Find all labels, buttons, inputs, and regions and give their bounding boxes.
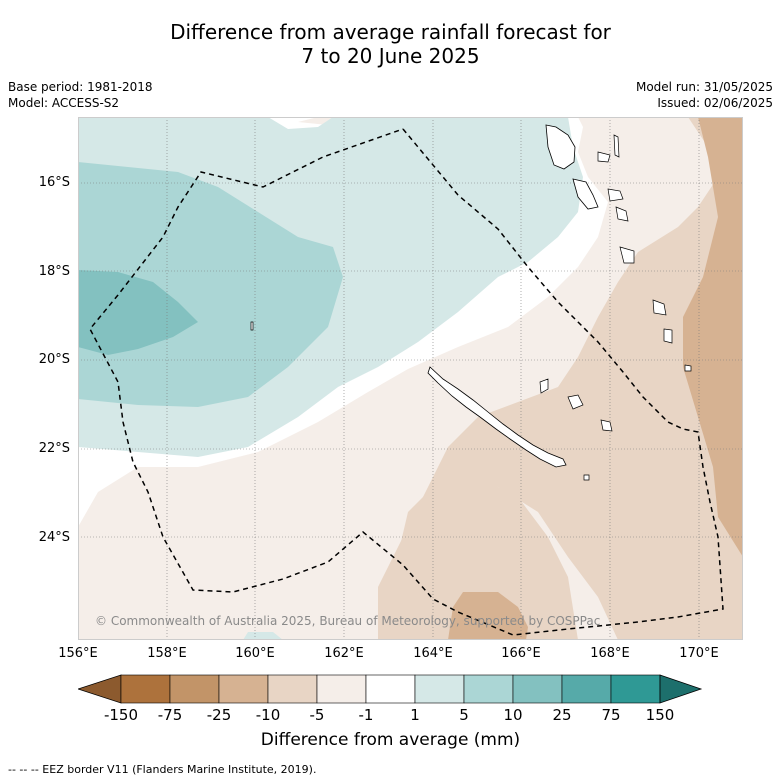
model-name: Model: ACCESS-S2: [8, 96, 120, 110]
colorbar-swatch: [610, 674, 661, 704]
island-coastline: [607, 188, 624, 202]
lon-label-162e: 162°E: [324, 646, 364, 661]
colorbar-tick: 1: [410, 706, 420, 724]
island-coastline: [652, 299, 667, 316]
island-coastline: [600, 419, 613, 432]
map-canvas: [78, 117, 743, 640]
lon-label-170e: 170°E: [679, 646, 719, 661]
new-caledonia-coastline: [427, 366, 567, 468]
anomaly-zone-minus-10: [378, 117, 743, 640]
lat-label-22s: 22°S: [38, 441, 70, 456]
colorbar-extension-low: [78, 674, 122, 704]
base-period: Base period: 1981-2018: [8, 80, 153, 94]
metadata-left: Base period: 1981-2018 Model: ACCESS-S2: [8, 79, 153, 111]
lon-label-166e: 166°E: [501, 646, 541, 661]
lon-label-164e: 164°E: [413, 646, 453, 661]
copyright-notice: © Commonwealth of Australia 2025, Bureau…: [95, 614, 601, 628]
island-coastline: [684, 364, 692, 372]
colorbar-tick: 75: [601, 706, 621, 724]
lon-label-160e: 160°E: [235, 646, 275, 661]
island-coastline: [619, 246, 635, 264]
anomaly-zone-minus-25-east: [673, 117, 743, 557]
title-line-2: 7 to 20 June 2025: [301, 44, 480, 68]
lon-label-156e: 156°E: [58, 646, 98, 661]
colorbar-tick: 5: [459, 706, 469, 724]
colorbar-swatch: [365, 674, 416, 704]
anomaly-zone-plus-1-south: [243, 632, 283, 640]
lon-label-158e: 158°E: [147, 646, 187, 661]
anomaly-zone-minus-25-south: [448, 592, 528, 640]
rainfall-map: [78, 117, 743, 640]
colorbar-swatch: [512, 674, 563, 704]
island-coastline: [597, 151, 611, 163]
colorbar-swatch: [169, 674, 220, 704]
island-coastline: [567, 394, 584, 410]
colorbar-tick: 25: [552, 706, 572, 724]
eez-border: [89, 128, 724, 636]
lat-label-24s: 24°S: [38, 530, 70, 545]
colorbar: [78, 674, 703, 704]
colorbar-tick: -25: [206, 706, 232, 724]
colorbar-tick: 150: [645, 706, 675, 724]
colorbar-tick: -150: [103, 706, 139, 724]
model-run: Model run: 31/05/2025: [635, 80, 773, 94]
colorbar-tick: 10: [503, 706, 523, 724]
colorbar-swatch: [316, 674, 367, 704]
island-coastline: [572, 178, 599, 210]
island-coastline: [613, 134, 620, 158]
colorbar-swatch: [561, 674, 612, 704]
colorbar-tick: -5: [309, 706, 325, 724]
lat-label-18s: 18°S: [38, 264, 70, 279]
map-frame: [78, 117, 743, 640]
title-line-1: Difference from average rainfall forecas…: [170, 20, 611, 44]
colorbar-title: Difference from average (mm): [260, 730, 521, 750]
issued-date: Issued: 02/06/2025: [657, 96, 773, 110]
colorbar-swatch: [218, 674, 269, 704]
lon-label-168e: 168°E: [590, 646, 630, 661]
island-coastline: [583, 474, 590, 481]
gridlines: [78, 117, 743, 640]
island-coastline: [663, 328, 673, 344]
metadata-right: Model run: 31/05/2025 Issued: 02/06/2025: [636, 79, 773, 111]
colorbar-tick: -10: [255, 706, 281, 724]
lat-label-20s: 20°S: [38, 352, 70, 367]
colorbar-swatch: [267, 674, 318, 704]
island-coastline: [615, 206, 629, 222]
colorbar-tick: -1: [358, 706, 374, 724]
island-coastline: [250, 321, 254, 331]
colorbar-tick: -75: [157, 706, 183, 724]
colorbar-swatch: [414, 674, 465, 704]
chart-title: Difference from average rainfall forecas…: [0, 20, 781, 68]
vanuatu-coastline: [545, 124, 576, 170]
anomaly-zone-minus-10-south: [378, 477, 578, 640]
eez-footnote: -- -- -- EEZ border V11 (Flanders Marine…: [8, 763, 317, 776]
colorbar-swatch: [463, 674, 514, 704]
colorbar-swatch: [120, 674, 171, 704]
island-coastline: [539, 378, 549, 394]
colorbar-extension-high: [659, 674, 703, 704]
anomaly-zone-plus-10: [78, 270, 198, 355]
lat-label-16s: 16°S: [38, 175, 70, 190]
